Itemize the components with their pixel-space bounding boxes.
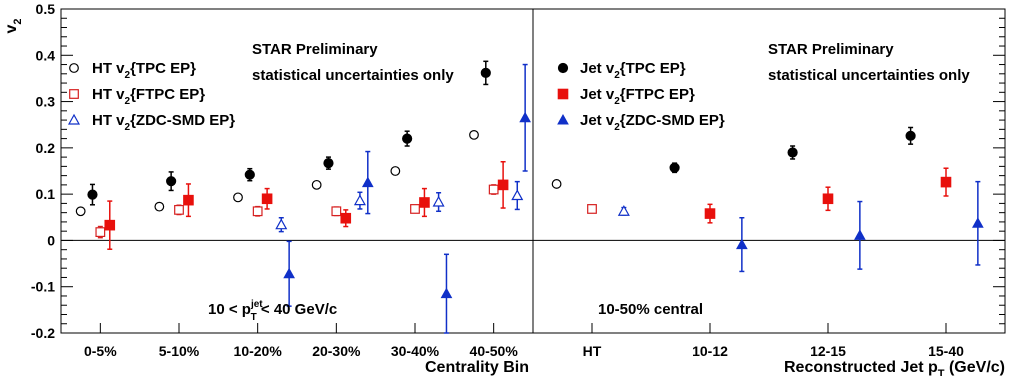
x-tick-label: 5-10% <box>159 343 200 359</box>
legend-marker <box>557 62 569 74</box>
data-point <box>311 179 322 190</box>
data-point <box>340 212 352 224</box>
x-tick-label-right: HT <box>583 343 602 359</box>
x-tick-label-right: 15-40 <box>928 343 964 359</box>
data-point <box>432 195 445 207</box>
data-point <box>419 197 430 208</box>
data-point <box>511 189 524 201</box>
x-axis-label-right: Reconstructed Jet pT (GeV/c) <box>784 359 1005 376</box>
data-point <box>787 147 798 158</box>
legend-entry: HT v2{ZDC-SMD EP} <box>92 112 235 133</box>
x-tick-label: 10-20% <box>234 343 283 359</box>
x-tick-label: 30-40% <box>391 343 440 359</box>
data-point <box>331 206 342 217</box>
annotation-star-preliminary: STAR Preliminary <box>252 41 378 58</box>
data-point <box>854 229 866 240</box>
data-point <box>940 176 952 188</box>
legend-marker <box>69 89 79 99</box>
data-point <box>183 194 194 206</box>
y-tick-label: -0.2 <box>31 325 55 341</box>
data-point <box>551 179 562 189</box>
y-axis-label: v2 <box>3 18 24 33</box>
data-point <box>617 205 630 216</box>
data-point <box>283 267 295 279</box>
data-point <box>410 204 420 214</box>
y-tick-label: 0.2 <box>36 140 56 156</box>
data-point <box>275 218 288 230</box>
data-point <box>519 111 531 123</box>
data-point <box>361 176 374 188</box>
data-point <box>402 133 413 144</box>
data-point <box>252 206 263 217</box>
data-point <box>233 192 243 203</box>
data-point <box>323 158 334 169</box>
legend-entry-right: Jet v2{TPC EP} <box>580 60 686 81</box>
data-point <box>261 193 273 205</box>
right-plot-frame <box>532 8 1006 334</box>
data-point <box>87 189 98 200</box>
data-point <box>174 204 184 215</box>
data-point <box>669 162 680 173</box>
legend-entry: HT v2{FTPC EP} <box>92 86 205 107</box>
annotation-stat-uncertainties: statistical uncertainties only <box>252 67 454 84</box>
x-tick-label-right: 10-12 <box>692 343 728 359</box>
data-point <box>704 208 716 219</box>
data-point <box>587 204 597 214</box>
legend-marker <box>69 63 79 73</box>
data-point <box>905 130 916 141</box>
annotation-star-preliminary-right: STAR Preliminary <box>768 41 894 58</box>
x-tick-label: 20-30% <box>312 343 361 359</box>
data-point <box>75 206 86 217</box>
data-point <box>95 227 106 237</box>
annotation-stat-uncertainties-right: statistical uncertainties only <box>768 67 970 84</box>
data-point <box>390 166 401 176</box>
data-point <box>440 287 453 299</box>
y-tick-label: 0.1 <box>36 186 56 202</box>
data-point <box>154 201 165 212</box>
data-point <box>497 179 509 191</box>
data-point <box>469 129 479 140</box>
data-point <box>736 238 748 250</box>
legend-marker <box>557 113 569 125</box>
y-tick-label: 0 <box>47 232 55 248</box>
legend-entry: HT v2{TPC EP} <box>92 60 196 81</box>
annotation-centrality-right: 10-50% central <box>598 301 703 318</box>
y-tick-label: 0.5 <box>36 1 56 17</box>
data-point <box>104 219 116 231</box>
data-point <box>488 184 499 195</box>
data-point <box>166 176 177 187</box>
data-point <box>353 194 366 206</box>
legend-entry-right: Jet v2{FTPC EP} <box>580 86 695 107</box>
legend-marker <box>67 113 81 125</box>
data-point <box>972 217 984 228</box>
legend-marker <box>557 88 569 100</box>
data-point <box>480 67 491 78</box>
x-tick-label: 40-50% <box>470 343 519 359</box>
legend-entry-right: Jet v2{ZDC-SMD EP} <box>580 112 725 133</box>
data-point <box>822 193 834 205</box>
y-tick-label: 0.3 <box>36 94 56 110</box>
x-tick-label: 0-5% <box>84 343 117 359</box>
annotation-jet-pt-cut: 10 < pjet T < 40 GeV/c <box>208 299 337 323</box>
x-tick-label-right: 12-15 <box>810 343 846 359</box>
data-point <box>244 169 255 180</box>
y-tick-label: -0.1 <box>31 279 55 295</box>
x-axis-label: Centrality Bin <box>425 359 529 376</box>
y-tick-label: 0.4 <box>36 47 56 63</box>
